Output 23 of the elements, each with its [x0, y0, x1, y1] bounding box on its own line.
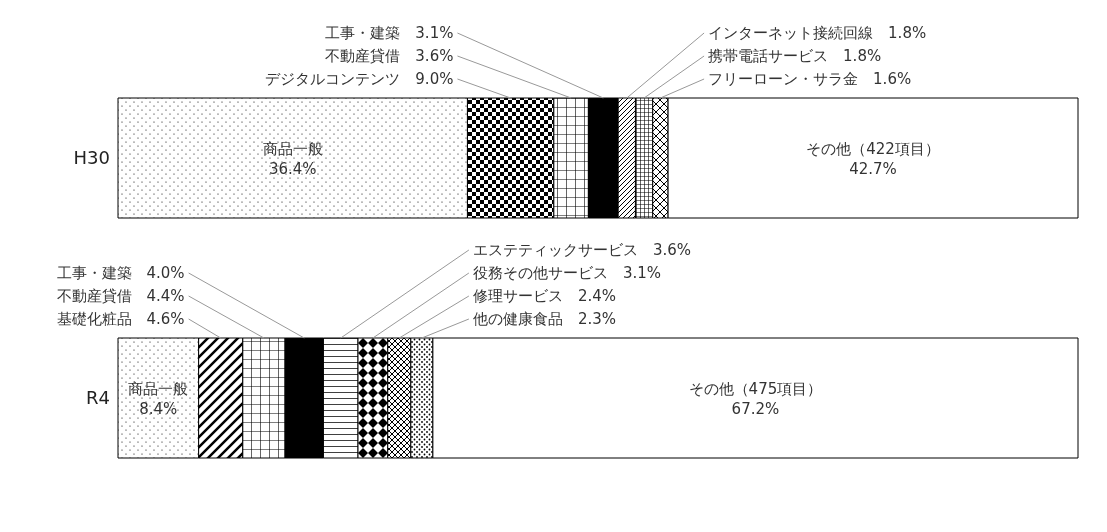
- series-label: 商品一般: [128, 380, 189, 398]
- series-label: その他（475項目）: [688, 380, 823, 398]
- data-label: 67.2%: [731, 400, 780, 418]
- text: 商品一般: [262, 140, 323, 158]
- data-label: 42.7%: [849, 160, 897, 178]
- y-tick-label: H30: [73, 147, 110, 169]
- text: エステティックサービス 3.6%: [472, 241, 691, 259]
- text: フリーローン・サラ金 1.6%: [708, 70, 912, 88]
- text: インターネット接続回線 1.8%: [708, 24, 927, 42]
- text: 工事・建築 3.1%: [325, 24, 454, 42]
- text: 工事・建築 4.0%: [56, 264, 185, 282]
- text: 役務その他サービス 3.1%: [472, 264, 661, 282]
- series-label: その他（422項目）: [806, 140, 940, 158]
- text: 不動産貸借 4.4%: [56, 287, 185, 305]
- text: デジタルコンテンツ 9.0%: [265, 70, 454, 88]
- y-tick-label: R4: [86, 387, 110, 409]
- text: 修理サービス 2.4%: [472, 287, 616, 305]
- data-label: 8.4%: [139, 400, 178, 418]
- text: 不動産貸借 3.6%: [325, 47, 454, 65]
- text: 携帯電話サービス 1.8%: [708, 47, 882, 65]
- text: 基礎化粧品 4.6%: [56, 310, 185, 328]
- text: 他の健康食品 2.3%: [472, 310, 616, 328]
- data-label: 36.4%: [268, 160, 317, 178]
